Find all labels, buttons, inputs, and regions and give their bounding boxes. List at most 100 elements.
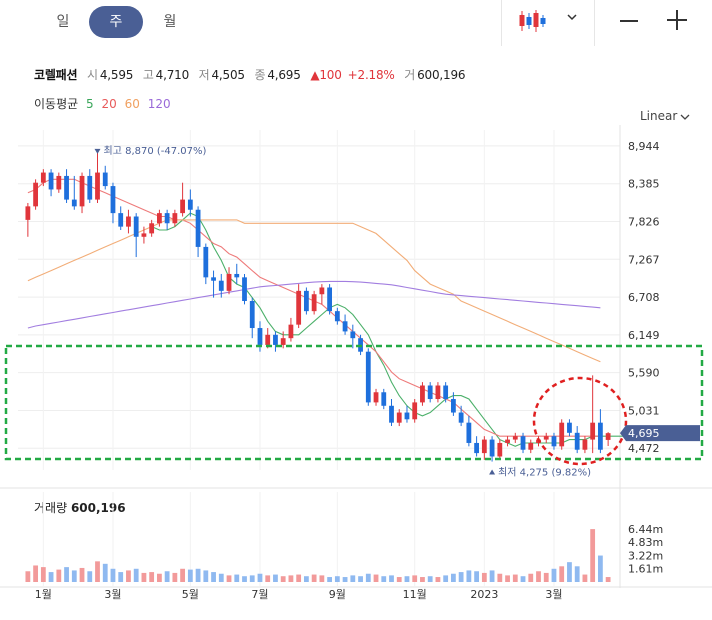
current-price-label: 4,695: [628, 427, 660, 440]
tab-monthly[interactable]: 월: [163, 14, 177, 30]
candle: [280, 331, 286, 349]
candle: [543, 432, 549, 443]
volume-bar: [319, 575, 325, 582]
candle-body: [156, 213, 162, 224]
candle: [334, 307, 340, 325]
volume-bar: [327, 577, 333, 582]
candle-body: [195, 209, 201, 247]
volume-bar: [373, 574, 379, 582]
candle: [505, 436, 510, 447]
candle: [590, 375, 596, 454]
scale-mode-dropdown[interactable]: Linear: [640, 109, 690, 123]
candle-body: [48, 172, 54, 190]
ma-legend-60: 60: [124, 97, 140, 111]
scale-mode-label: Linear: [640, 109, 678, 123]
candle-body: [149, 223, 155, 234]
candle-body: [474, 442, 480, 454]
candle: [56, 172, 62, 193]
volume-bar: [56, 569, 62, 582]
candle: [466, 415, 472, 447]
volume-bar: [505, 575, 510, 582]
candle: [497, 439, 503, 460]
candle: [288, 317, 294, 342]
volume-bar: [582, 574, 588, 582]
price-tick-label: 5,031: [628, 404, 660, 417]
volume-bar: [435, 577, 441, 582]
volume-series: [25, 529, 611, 582]
candle-body: [590, 422, 596, 440]
close-label: 종: [254, 68, 266, 82]
price-tick-label: 7,267: [628, 253, 660, 266]
price-tick-label: 7,826: [628, 216, 660, 229]
candle-body: [87, 175, 93, 200]
candle: [242, 273, 247, 305]
volume-bar: [110, 568, 116, 582]
volume-bar: [164, 571, 170, 582]
minus-icon[interactable]: [620, 20, 638, 22]
candle: [404, 405, 410, 423]
candle: [226, 267, 232, 295]
candle: [327, 284, 333, 315]
high-price-note: 최고 8,870 (-47.07%): [104, 145, 207, 157]
candle-body: [64, 175, 69, 200]
candle-body: [180, 199, 186, 214]
volume-bar: [156, 573, 162, 582]
volume-bar: [172, 572, 178, 582]
volume-bar: [249, 575, 255, 582]
candle-body: [373, 392, 379, 403]
candle-body: [481, 439, 487, 454]
candle-body: [296, 290, 302, 325]
candle: [389, 399, 394, 427]
candle-body: [543, 436, 549, 440]
volume-bar: [551, 568, 557, 582]
candle-body: [466, 422, 472, 443]
volume-bar: [458, 572, 464, 582]
candle-body: [141, 233, 147, 237]
candle: [133, 213, 139, 258]
candle: [396, 409, 402, 427]
volume-value: 600,196: [417, 68, 466, 82]
volume-bar: [234, 574, 240, 582]
candle-body: [505, 439, 510, 443]
candle: [381, 388, 387, 410]
candle-body: [126, 216, 131, 227]
candle-body: [40, 172, 46, 183]
chevron-down-icon[interactable]: [563, 8, 581, 26]
ma-legend-label: 이동평균: [34, 97, 79, 111]
chart-grid: [0, 125, 712, 588]
candle-body: [102, 172, 108, 187]
candle: [211, 270, 216, 298]
candle-body: [265, 334, 271, 345]
volume-panel-title: 거래량 600,196: [34, 499, 126, 516]
volume-bar: [33, 565, 39, 582]
volume-bar: [381, 576, 387, 582]
candle: [365, 348, 371, 406]
candle: [149, 219, 155, 237]
volume-bar: [211, 572, 216, 582]
candle-body: [520, 436, 526, 450]
moving-average-legend[interactable]: 이동평균 5 20 60 120: [34, 95, 175, 112]
candle-body: [334, 311, 340, 322]
open-label: 시: [87, 68, 98, 82]
candle: [180, 182, 186, 217]
volume-bar: [520, 576, 526, 582]
candle-body: [450, 399, 456, 413]
tab-daily[interactable]: 일: [56, 14, 70, 30]
candlestick-icon[interactable]: [516, 9, 548, 33]
candle: [234, 263, 240, 285]
candle: [64, 169, 69, 203]
candle-body: [381, 392, 387, 406]
plus-icon[interactable]: [667, 10, 687, 30]
candle-body: [597, 422, 603, 450]
price-tick-label: 6,149: [628, 329, 660, 342]
volume-tick-label: 1.61m: [628, 563, 663, 576]
candle-body: [203, 246, 209, 278]
tab-weekly[interactable]: 주: [89, 6, 143, 38]
candle: [195, 206, 201, 258]
volume-bar: [443, 575, 449, 582]
volume-tick-label: 6.44m: [628, 523, 663, 536]
price-tick-label: 6,708: [628, 291, 660, 304]
candle: [40, 169, 46, 187]
volume-bar: [133, 568, 139, 582]
